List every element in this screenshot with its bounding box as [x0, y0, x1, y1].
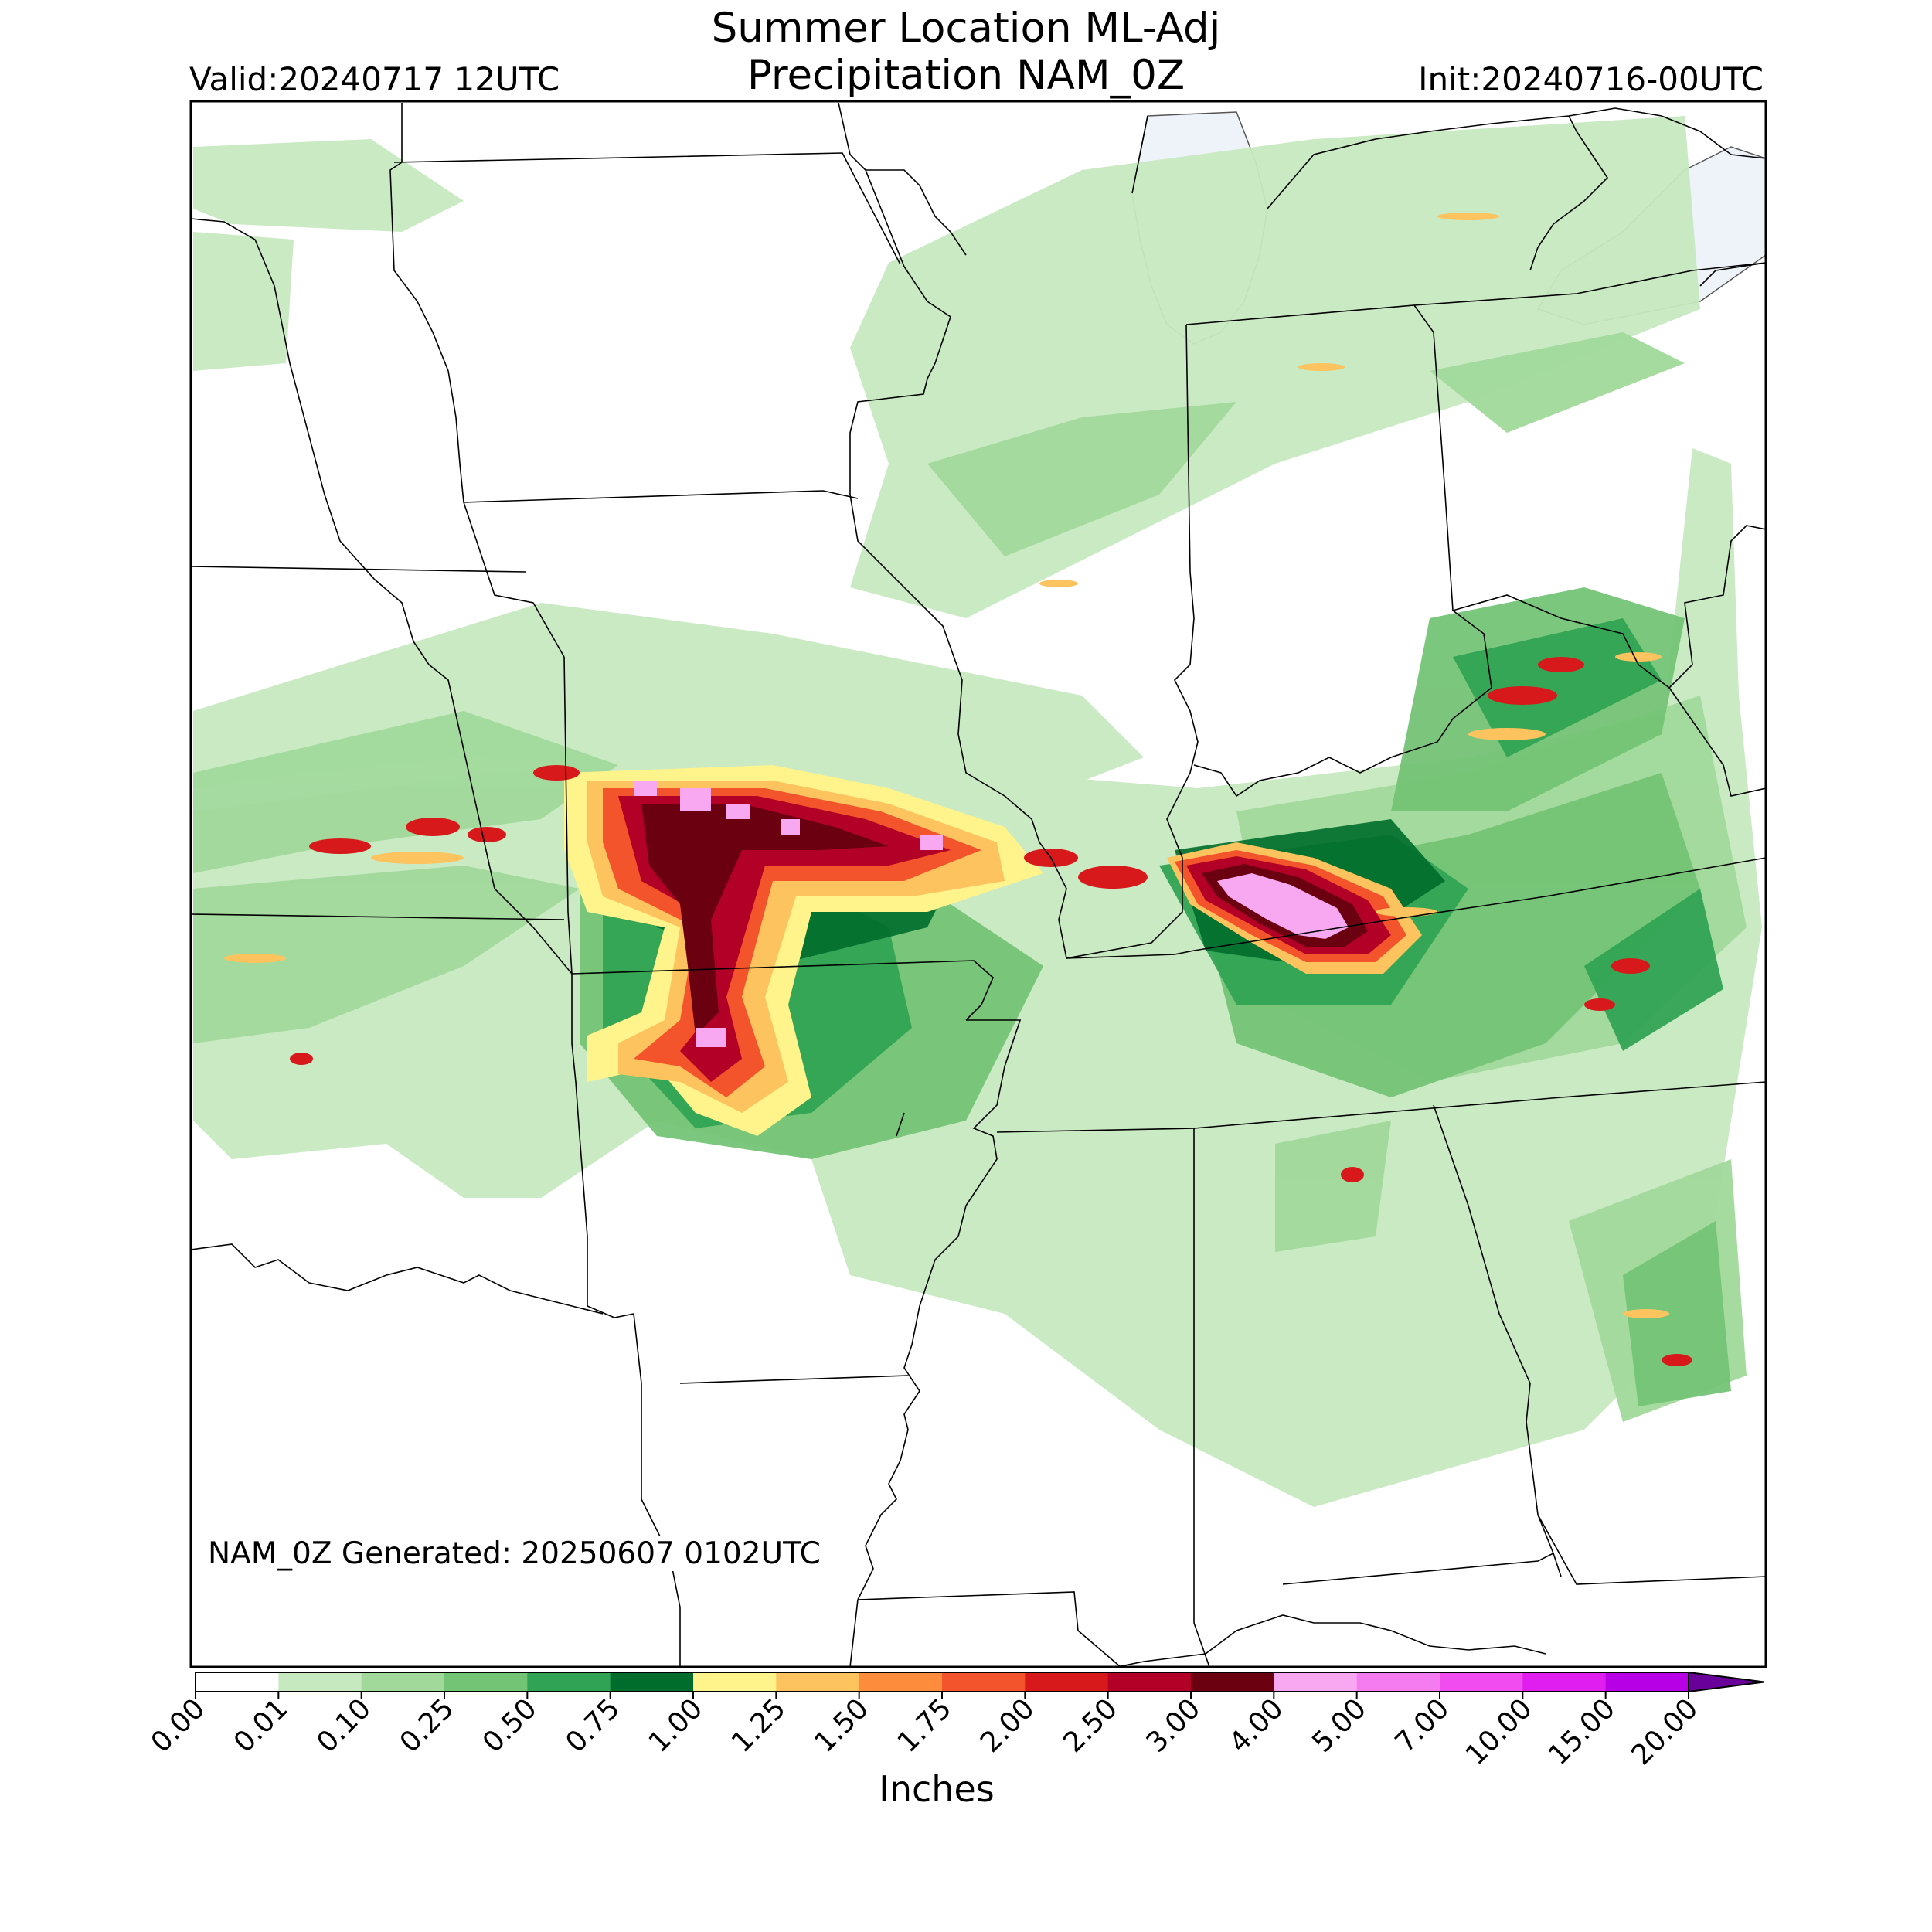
- colorbar-segment: [444, 1672, 528, 1692]
- state-borders: [191, 102, 1766, 1667]
- colorbar-extend-arrow: [1688, 1671, 1765, 1693]
- colorbar-tick-label: 1.75: [892, 1692, 958, 1759]
- init-time-label: Init:20240716-00UTC: [1418, 60, 1764, 98]
- colorbar-tick-label: 2.00: [975, 1692, 1041, 1759]
- colorbar-segment: [1107, 1672, 1192, 1692]
- colorbar-segment: [1605, 1672, 1689, 1692]
- colorbar-tick-label: 4.00: [1223, 1692, 1290, 1759]
- colorbar-tick-label: 3.00: [1141, 1692, 1207, 1759]
- colorbar-tick-label: 0.10: [311, 1692, 377, 1759]
- colorbar-tick-label: 20.00: [1625, 1692, 1704, 1771]
- colorbar-tick-label: 0.00: [145, 1692, 212, 1759]
- colorbar-tick-label: 2.50: [1057, 1692, 1124, 1759]
- colorbar-units-label: Inches: [879, 1768, 995, 1810]
- colorbar-segment: [859, 1672, 943, 1692]
- colorbar-tick-label: 10.00: [1460, 1692, 1539, 1771]
- colorbar: 0.00 0.01 0.10 0.25 0.50 0.75 1.00 1.25 1.50 1.75…: [145, 1671, 1765, 1771]
- colorbar-segment: [1274, 1672, 1358, 1692]
- colorbar-segment: [1522, 1672, 1607, 1692]
- colorbar-segment: [1025, 1672, 1109, 1692]
- colorbar-segment: [278, 1672, 362, 1692]
- colorbar-segment: [361, 1672, 445, 1692]
- colorbar-segment: [1356, 1672, 1440, 1692]
- map-area: [191, 102, 1766, 1667]
- colorbar-segment: [693, 1672, 777, 1692]
- colorbar-tick-label: 5.00: [1306, 1692, 1372, 1759]
- colorbar-segment: [196, 1672, 279, 1692]
- colorbar-tick-label: 0.50: [477, 1692, 543, 1759]
- colorbar-tick-label: 0.01: [228, 1692, 294, 1759]
- map-title-line2: Precipitation NAM_0Z: [747, 52, 1185, 99]
- colorbar-tick-label: 0.25: [394, 1692, 461, 1759]
- colorbar-tick-label: 1.00: [643, 1692, 709, 1759]
- colorbar-segment: [942, 1672, 1026, 1692]
- colorbar-tick-label: 0.75: [560, 1692, 626, 1759]
- colorbar-segment: [776, 1672, 860, 1692]
- colorbar-tick-label: 7.00: [1389, 1692, 1456, 1759]
- precip-field: [193, 116, 1762, 1507]
- colorbar-segment: [527, 1672, 611, 1692]
- colorbar-tick-label: 15.00: [1543, 1692, 1621, 1771]
- map-frame: [189, 100, 1767, 1668]
- colorbar-segment: [1191, 1672, 1274, 1692]
- colorbar-segment: [610, 1672, 694, 1692]
- map-title-line1: Summer Location ML-Adj: [711, 5, 1221, 52]
- colorbar-tick-label: 1.25: [726, 1692, 792, 1759]
- colorbar-segment: [1440, 1672, 1523, 1692]
- generated-timestamp-label: NAM_0Z Generated: 20250607 0102UTC: [205, 1536, 824, 1571]
- colorbar-tick-label: 1.50: [808, 1692, 875, 1759]
- valid-time-label: Valid:20240717 12UTC: [189, 60, 560, 98]
